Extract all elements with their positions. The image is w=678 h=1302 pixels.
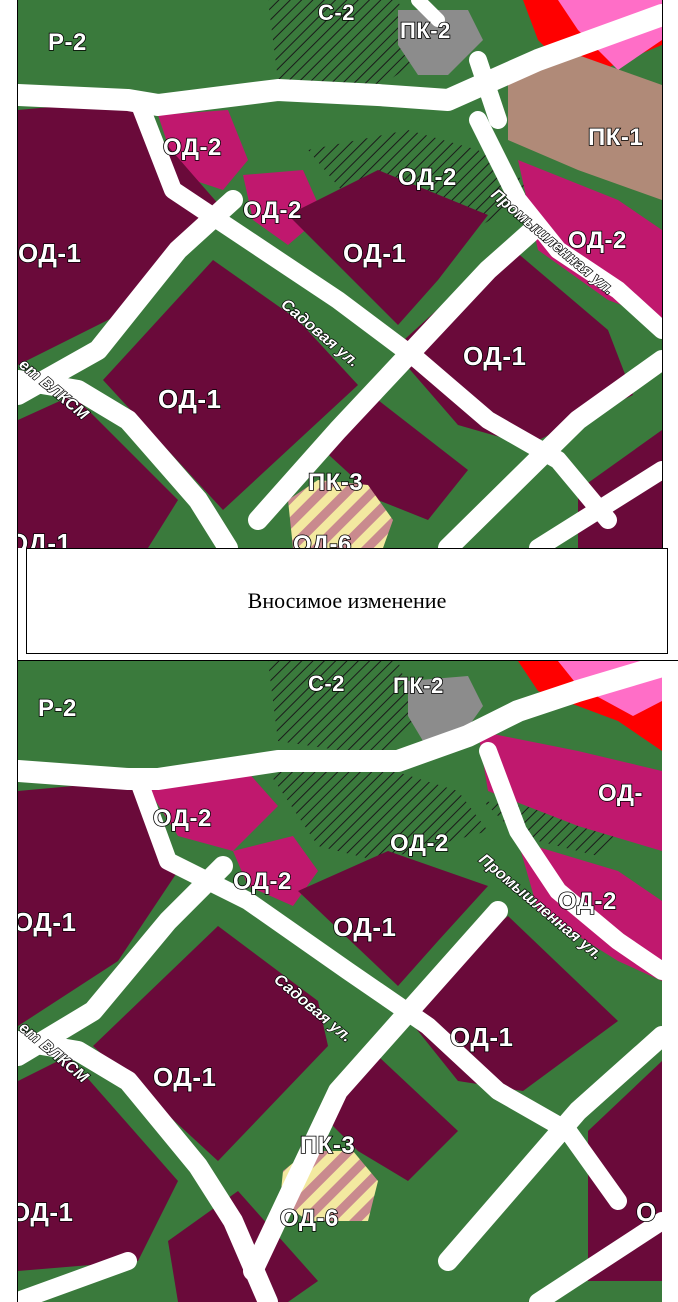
pk2-zone (398, 10, 483, 75)
table-border-left (17, 0, 18, 1302)
hatch-zone-center (268, 766, 488, 861)
od6-zone (288, 480, 393, 548)
label-pk2: ПК-2 (400, 18, 451, 43)
od1-block-6 (318, 400, 468, 520)
roads (18, 661, 662, 1302)
label-od2-d: ОД-2 (568, 227, 627, 254)
label-od6: ОД-6 (280, 1205, 339, 1232)
label-pk2: ПК-2 (393, 673, 444, 698)
label-od2-b: ОД-2 (243, 197, 302, 224)
label-od1-c: ОД-1 (450, 1022, 514, 1052)
map-after-svg: Р-2 С-2 ПК-2 ОД- ОД-2 ОД-2 ОД-2 ОД-2 ОД-… (18, 661, 662, 1302)
roads (18, 0, 662, 548)
label-od1-c: ОД-1 (463, 341, 527, 371)
table-row-divider (17, 660, 678, 661)
label-s2: С-2 (308, 671, 345, 696)
caption-box: Вносимое изменение (26, 548, 668, 654)
hatch-zone-s2 (268, 0, 418, 95)
label-od1-a: ОД-1 (18, 907, 77, 937)
od1-block-3 (93, 926, 328, 1161)
label-s2: С-2 (318, 0, 355, 25)
od1-block-1 (18, 100, 228, 365)
od1-block-6 (323, 1056, 458, 1181)
map-before-svg: Р-2 С-2 ПК-2 ПК-1 ОД-2 ОД-2 ОД-2 ОД-2 ОД… (18, 0, 662, 548)
map-before: Р-2 С-2 ПК-2 ПК-1 ОД-2 ОД-2 ОД-2 ОД-2 ОД… (18, 0, 662, 548)
pk2-zone (408, 676, 483, 741)
label-od6: ОД-6 (293, 531, 352, 548)
od1-block-5 (18, 1056, 178, 1271)
label-od1-e: ОД-1 (18, 1197, 74, 1227)
od1-block-3 (103, 260, 358, 510)
od1-block-2 (298, 851, 488, 986)
label-od2-b: ОД-2 (233, 868, 292, 895)
map-after: Р-2 С-2 ПК-2 ОД- ОД-2 ОД-2 ОД-2 ОД-2 ОД-… (18, 661, 662, 1302)
label-od2-a: ОД-2 (153, 805, 212, 832)
label-pk3: ПК-3 (300, 1132, 355, 1159)
od2-zone-top-right (478, 731, 662, 851)
label-r2: Р-2 (38, 695, 77, 722)
label-od1-d: ОД-1 (153, 1062, 217, 1092)
label-pk1: ПК-1 (588, 124, 643, 151)
hatch-zone-s2 (268, 661, 418, 756)
label-od1-b: ОД-1 (343, 238, 407, 268)
label-od1-d: ОД-1 (158, 384, 222, 414)
od2-zone-2 (233, 836, 318, 906)
label-od-edge: ОД- (598, 780, 643, 807)
pk1-zone (508, 55, 662, 200)
od1-block-1 (18, 781, 178, 1026)
od1-block-5 (18, 395, 178, 548)
label-r2: Р-2 (48, 29, 87, 56)
label-od1-e: ОД-1 (18, 528, 72, 548)
label-od2-c: ОД-2 (398, 164, 457, 191)
label-od1-b: ОД-1 (333, 912, 397, 942)
od2-zone-3 (518, 160, 662, 320)
caption-text: Вносимое изменение (247, 588, 447, 613)
label-od2-d: ОД-2 (558, 888, 617, 915)
label-od2-a: ОД-2 (163, 134, 222, 161)
label-od2-c: ОД-2 (390, 830, 449, 857)
od1-block-2 (288, 170, 488, 325)
label-pk3: ПК-3 (308, 469, 363, 496)
label-od1-a: ОД-1 (18, 238, 82, 268)
label-o-edge: О (636, 1197, 657, 1227)
table-border-right (662, 0, 663, 548)
